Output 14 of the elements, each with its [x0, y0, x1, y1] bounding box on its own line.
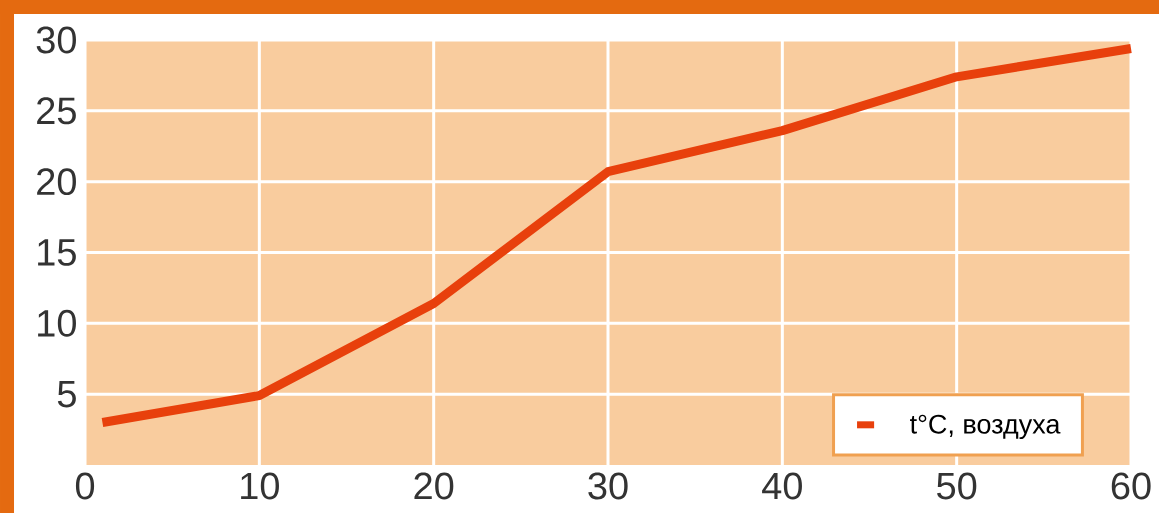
legend-label: t°C, воздуха — [910, 414, 1061, 440]
y-tick-label: 10 — [38, 309, 76, 337]
x-tick-label: 20 — [414, 472, 454, 500]
x-tick-label: 60 — [1111, 472, 1151, 500]
y-tick-label: 5 — [57, 380, 76, 408]
y-tick-label: 15 — [38, 239, 76, 266]
y-tick-label: 20 — [37, 168, 76, 196]
x-tick-label: 40 — [762, 472, 802, 500]
x-tick-label: 10 — [241, 472, 279, 500]
x-tick-label: 30 — [588, 472, 628, 500]
y-tick-label: 25 — [37, 97, 76, 125]
x-tick-label: 50 — [937, 472, 977, 500]
y-tick-label: 30 — [36, 26, 76, 54]
x-tick-label: 0 — [75, 472, 95, 500]
